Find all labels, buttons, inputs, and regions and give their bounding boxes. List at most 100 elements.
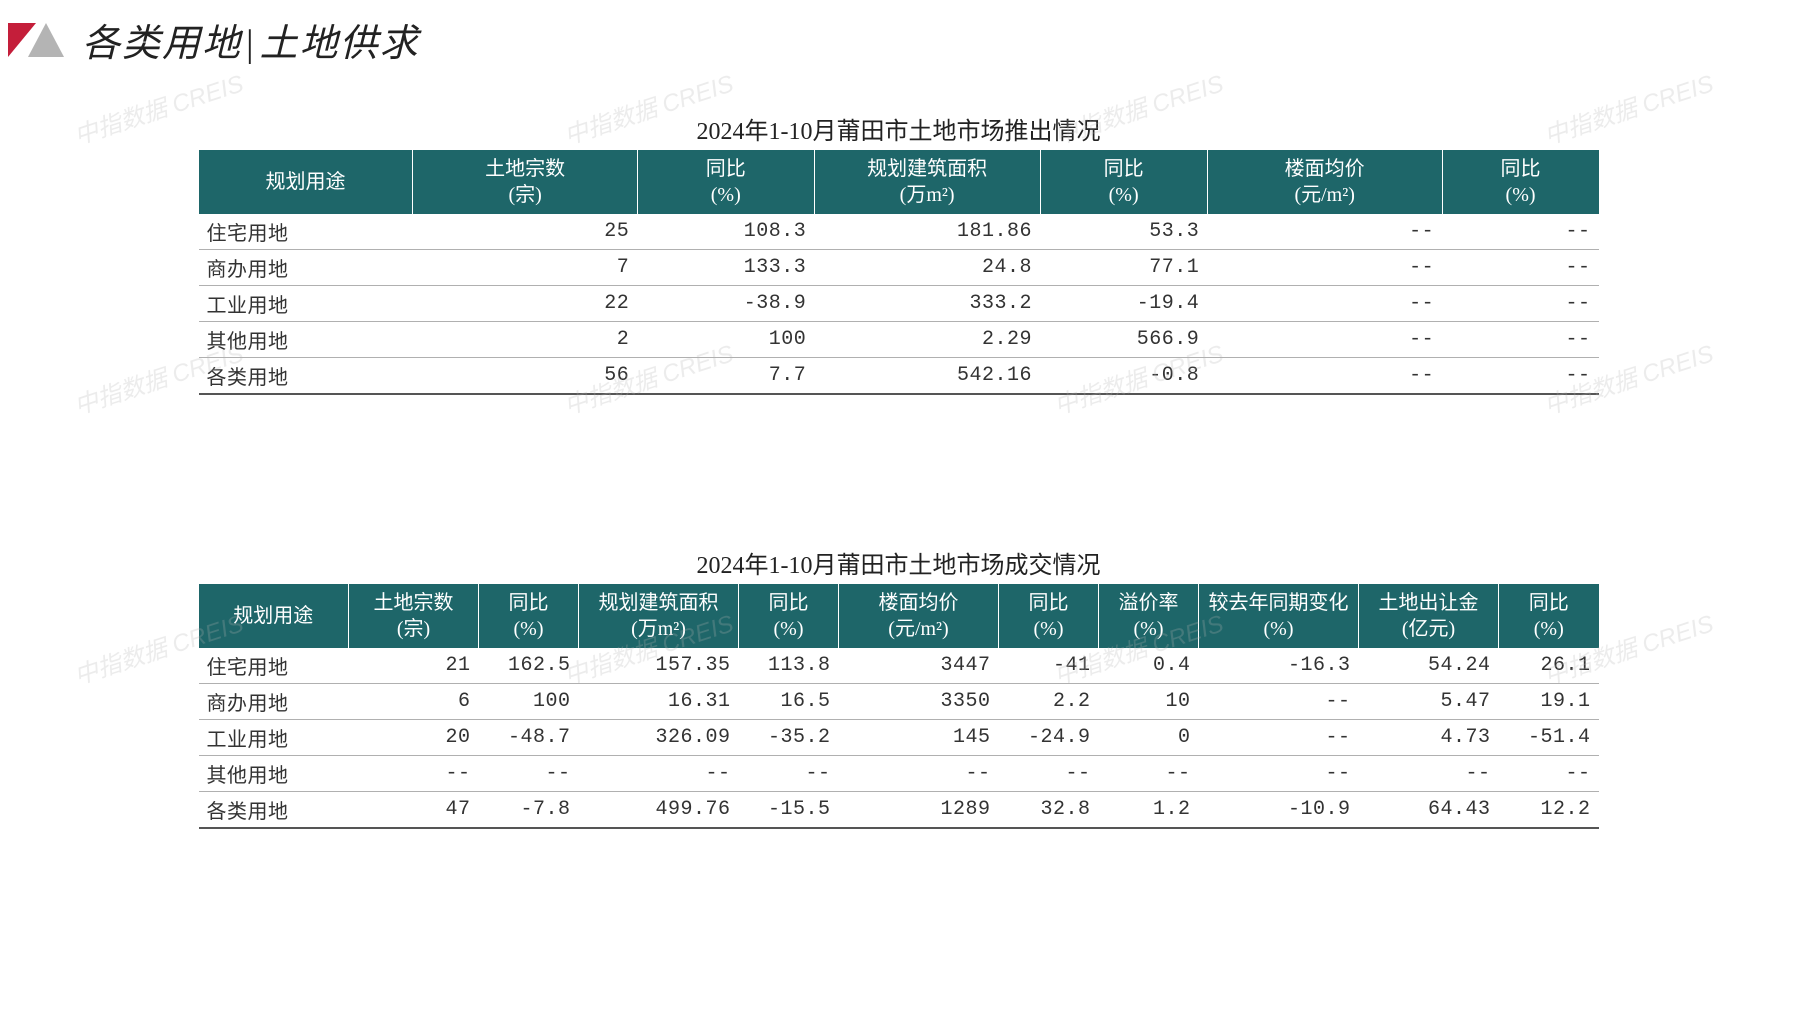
cell-value: -51.4 [1499,720,1599,756]
cell-value: 56 [413,358,637,395]
logo-icon [8,23,64,57]
row-label: 各类用地 [199,358,413,395]
cell-value: -16.3 [1199,648,1359,684]
table2: 规划用途土地宗数(宗) 同比 (%) 规划建筑面积 (万m²) 同比 (%) 楼面均价(元/m… [199,584,1599,829]
col-line1: 同比 [706,158,746,180]
cell-value: -- [349,756,479,792]
table-row: 各类用地47-7.8499.76-15.5128932.81.2-10.964.… [199,792,1599,829]
table-row: 各类用地567.7542.16-0.8---- [199,358,1599,395]
row-label: 商办用地 [199,684,349,720]
col-line1: 同比 [1529,592,1569,614]
col-line2: (%) [1264,618,1294,640]
table1-header-row: 规划用途土地宗数(宗)同比(%)规划建筑面积(万m²)同比(%)楼面均价(元/m… [199,150,1599,214]
cell-value: 0.4 [1099,648,1199,684]
col-line2: (%) [1134,618,1164,640]
row-label: 住宅用地 [199,648,349,684]
col-line2: (亿元) [1402,618,1455,640]
cell-value: 6 [349,684,479,720]
title-part2: 土地供求 [260,23,420,65]
cell-value: 566.9 [1040,322,1207,358]
col-line1: 规划建筑面积 [599,592,719,614]
cell-value: 24.8 [814,250,1040,286]
cell-value: -- [579,756,739,792]
cell-value: 1.2 [1099,792,1199,829]
title-part1: 各类用地 [82,23,242,65]
col-line1: 土地宗数 [374,592,454,614]
col-line1: 同比 [1029,592,1069,614]
cell-value: -- [1442,322,1598,358]
cell-value: -- [1207,358,1442,395]
cell-value: -- [1442,286,1598,322]
table1: 规划用途土地宗数(宗)同比(%)规划建筑面积(万m²)同比(%)楼面均价(元/m… [199,150,1599,395]
col-line2: (%) [774,618,804,640]
column-header: 规划建筑面积(万m²) [814,150,1040,214]
cell-value: 113.8 [739,648,839,684]
cell-value: 181.86 [814,214,1040,250]
cell-value: 133.3 [637,250,814,286]
cell-value: 7 [413,250,637,286]
cell-value: -- [1207,214,1442,250]
cell-value: 53.3 [1040,214,1207,250]
cell-value: 22 [413,286,637,322]
column-header: 较去年同期变化 (%) [1199,584,1359,648]
cell-value: -41 [999,648,1099,684]
table-row: 住宅用地25108.3181.8653.3---- [199,214,1599,250]
col-line2: (%) [514,618,544,640]
cell-value: 26.1 [1499,648,1599,684]
cell-value: -- [1442,358,1598,395]
cell-value: 100 [479,684,579,720]
cell-value: 0 [1099,720,1199,756]
cell-value: -- [999,756,1099,792]
page-header: 各类用地|土地供求 [0,0,1797,67]
col-line2: (%) [711,184,741,206]
title-separator: | [246,23,256,65]
table-row: 住宅用地21162.5157.35113.83447-410.4-16.354.… [199,648,1599,684]
cell-value: -- [739,756,839,792]
cell-value: 157.35 [579,648,739,684]
cell-value: 5.47 [1359,684,1499,720]
cell-value: 3447 [839,648,999,684]
col-line1: 较去年同期变化 [1209,592,1349,614]
column-header: 规划用途 [199,584,349,648]
cell-value: 100 [637,322,814,358]
col-line1: 同比 [1104,158,1144,180]
cell-value: -7.8 [479,792,579,829]
col-line2: (宗) [508,184,541,206]
cell-value: 3350 [839,684,999,720]
col-line1: 土地出让金 [1379,592,1479,614]
cell-value: -- [1499,756,1599,792]
column-header: 楼面均价(元/m²) [839,584,999,648]
cell-value: 4.73 [1359,720,1499,756]
cell-value: 326.09 [579,720,739,756]
cell-value: -15.5 [739,792,839,829]
cell-value: -- [1207,250,1442,286]
cell-value: 2.2 [999,684,1099,720]
col-line2: (万m²) [631,618,686,640]
cell-value: 542.16 [814,358,1040,395]
table-row: 其他用地-------------------- [199,756,1599,792]
cell-value: -48.7 [479,720,579,756]
column-header: 同比(%) [1040,150,1207,214]
cell-value: 21 [349,648,479,684]
cell-value: 2 [413,322,637,358]
column-header: 同比 (%) [637,150,814,214]
cell-value: 499.76 [579,792,739,829]
cell-value: -- [1199,720,1359,756]
table1-body: 住宅用地25108.3181.8653.3----商办用地7133.324.87… [199,214,1599,394]
column-header: 同比 (%) [739,584,839,648]
cell-value: -- [1207,322,1442,358]
column-header: 楼面均价(元/m²) [1207,150,1442,214]
cell-value: 10 [1099,684,1199,720]
cell-value: -- [1199,684,1359,720]
cell-value: 162.5 [479,648,579,684]
cell-value: 19.1 [1499,684,1599,720]
cell-value: 145 [839,720,999,756]
cell-value: 333.2 [814,286,1040,322]
col-line1: 同比 [769,592,809,614]
cell-value: 77.1 [1040,250,1207,286]
row-label: 工业用地 [199,286,413,322]
column-header: 同比(%) [1499,584,1599,648]
column-header: 同比(%) [999,584,1099,648]
column-header: 土地宗数(宗) [349,584,479,648]
table2-body: 住宅用地21162.5157.35113.83447-410.4-16.354.… [199,648,1599,828]
